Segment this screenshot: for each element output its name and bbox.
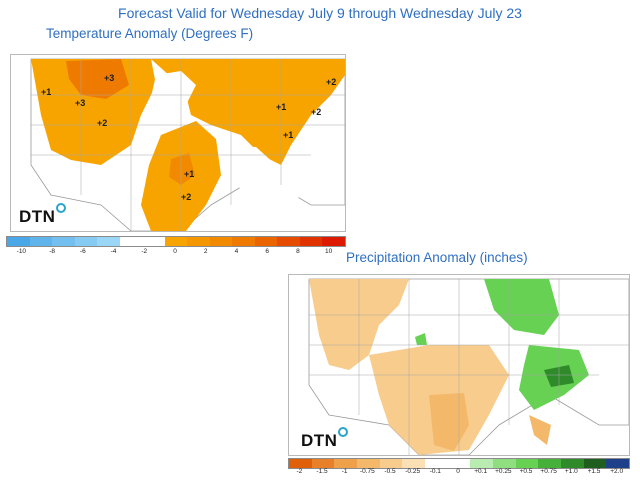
precipitation-legend-swatch xyxy=(447,459,471,468)
precipitation-legend-tick: +0.1 xyxy=(474,468,488,475)
temperature-legend-tick: -4 xyxy=(110,248,117,255)
precipitation-legend-swatch xyxy=(538,459,561,468)
temperature-legend-tick: 0 xyxy=(173,248,177,255)
label-7: +2 xyxy=(311,107,321,117)
precipitation-legend-swatch xyxy=(311,459,335,468)
label-2: +1 xyxy=(41,87,51,97)
precipitation-legend-swatch xyxy=(583,459,607,468)
warm-region-northeast xyxy=(151,59,345,165)
precipitation-legend-tick: -1.5 xyxy=(316,468,328,475)
precipitation-legend-tick: +2.0 xyxy=(610,468,624,475)
precipitation-legend-tick: +0.25 xyxy=(495,468,512,475)
label-6: +1 xyxy=(283,130,293,140)
temperature-legend-swatch xyxy=(277,237,300,246)
label-4: +2 xyxy=(97,118,107,128)
dtn-logo-temperature: DTN xyxy=(19,203,67,227)
precipitation-legend-swatch xyxy=(515,459,539,468)
temperature-legend-tick: -10 xyxy=(16,248,27,255)
precipitation-map: DTN xyxy=(288,274,630,456)
label-5: +1 xyxy=(276,102,286,112)
label-9: +1 xyxy=(184,169,194,179)
temperature-legend-swatch xyxy=(322,237,345,246)
temperature-legend-tick: 8 xyxy=(296,248,300,255)
neutral-central xyxy=(151,71,196,115)
precipitation-legend-swatch xyxy=(424,459,448,468)
label-10: +2 xyxy=(181,192,191,202)
temperature-map: +3 +1 +3 +2 +1 +1 +2 +2 +1 +2 +1 DTN xyxy=(10,54,346,232)
temperature-legend-swatch xyxy=(187,237,210,246)
temperature-legend-tick: -6 xyxy=(79,248,86,255)
precipitation-legend xyxy=(288,458,630,469)
temperature-legend-swatch xyxy=(97,237,120,246)
precipitation-legend-swatch xyxy=(356,459,380,468)
temperature-legend-swatch xyxy=(299,237,323,246)
precipitation-legend-tick: +1.0 xyxy=(564,468,578,475)
temperature-legend-swatch xyxy=(7,237,30,246)
temperature-legend-tick: 2 xyxy=(203,248,208,255)
temperature-legend-tick: 10 xyxy=(325,248,333,255)
precipitation-legend-swatch xyxy=(334,459,357,468)
state-borders xyxy=(31,59,345,231)
precipitation-legend-swatch xyxy=(289,459,312,468)
temperature-legend-tick: 6 xyxy=(265,248,269,255)
label-8: +2 xyxy=(326,77,336,87)
dry-region-florida xyxy=(529,415,551,445)
precipitation-title: Precipitation Anomaly (inches) xyxy=(346,250,528,265)
precipitation-legend-swatch xyxy=(560,459,584,468)
precipitation-map-graphic xyxy=(308,278,629,455)
forecast-title: Forecast Valid for Wednesday July 9 thro… xyxy=(118,5,522,21)
warm-region-west-strong xyxy=(66,59,129,99)
temperature-title: Temperature Anomaly (Degrees F) xyxy=(46,26,254,41)
precipitation-legend-tick: 0 xyxy=(456,468,460,475)
wet-region-northeast xyxy=(484,279,559,335)
precipitation-legend-tick: +1.5 xyxy=(587,468,601,475)
precipitation-legend-tick: -1 xyxy=(341,468,348,475)
state-borders xyxy=(309,279,629,455)
temperature-legend-tick: -2 xyxy=(141,248,148,255)
precipitation-legend-tick: -0.1 xyxy=(429,468,441,475)
dtn-logo-precipitation: DTN xyxy=(301,427,349,451)
precipitation-legend-swatch xyxy=(492,459,516,468)
precipitation-legend-tick: -2 xyxy=(296,468,303,475)
temperature-legend-swatch xyxy=(209,237,233,246)
temperature-legend-swatch xyxy=(164,237,188,246)
precipitation-legend-swatch xyxy=(402,459,425,468)
temperature-legend-swatch xyxy=(74,237,98,246)
temperature-legend-tick: 4 xyxy=(234,248,239,255)
temperature-legend xyxy=(6,236,346,247)
label-1: +3 xyxy=(104,73,114,83)
temperature-legend-tick: -8 xyxy=(49,248,55,255)
wet-region-small xyxy=(415,333,427,345)
temperature-legend-swatch xyxy=(142,237,165,246)
precipitation-legend-tick: -0.25 xyxy=(405,468,421,475)
precipitation-legend-tick: -0.5 xyxy=(384,468,396,475)
precipitation-legend-tick: -0.75 xyxy=(359,468,375,475)
temperature-legend-swatch xyxy=(254,237,278,246)
warm-region-south-strong xyxy=(169,153,195,185)
neutral-southeast xyxy=(221,145,301,215)
precipitation-legend-tick: +0.75 xyxy=(540,468,557,475)
precipitation-legend-tick: +0.5 xyxy=(519,468,533,475)
precipitation-legend-swatch xyxy=(379,459,403,468)
temperature-map-graphic: +3 +1 +3 +2 +1 +1 +2 +2 +1 +2 +1 xyxy=(30,58,345,231)
temperature-legend-swatch xyxy=(119,237,143,246)
precipitation-legend-swatch xyxy=(606,459,629,468)
label-3: +3 xyxy=(75,98,85,108)
temperature-legend-swatch xyxy=(52,237,75,246)
temperature-legend-swatch xyxy=(232,237,255,246)
precipitation-legend-swatch xyxy=(470,459,493,468)
temperature-legend-swatch xyxy=(29,237,53,246)
